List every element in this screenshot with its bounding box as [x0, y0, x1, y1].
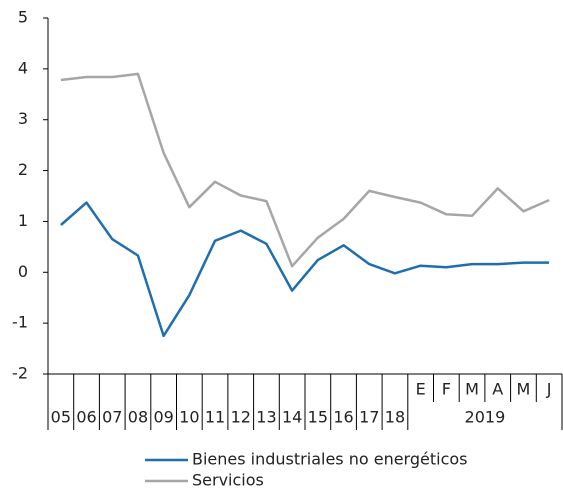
- series-line: [60, 201, 550, 338]
- x-tick-label: J: [546, 380, 552, 399]
- x-tick-label: 07: [102, 408, 122, 427]
- y-tick-label: 5: [18, 8, 28, 27]
- x-tick-label: 08: [128, 408, 148, 427]
- x-tick-label: 15: [308, 408, 328, 427]
- x-tick-label: 12: [231, 408, 251, 427]
- x-tick-label: 18: [385, 408, 405, 427]
- x-tick-label: A: [492, 380, 503, 399]
- y-tick-label: -2: [12, 364, 28, 383]
- x-tick-label: 13: [256, 408, 276, 427]
- y-tick-label: 2: [18, 160, 28, 179]
- x-tick-label: 09: [153, 408, 173, 427]
- x-tick-label: 10: [179, 408, 199, 427]
- x-tick-label: 16: [333, 408, 353, 427]
- y-tick-label: 1: [18, 211, 28, 230]
- x-tick-label: 14: [282, 408, 302, 427]
- x-tick-label: 06: [76, 408, 96, 427]
- x-tick-label: 11: [205, 408, 225, 427]
- series-line: [60, 72, 550, 268]
- y-tick-label: -1: [12, 313, 28, 332]
- x-tick-label: M: [517, 380, 531, 399]
- y-tick-label: 4: [18, 58, 28, 77]
- x-tick-label: 05: [51, 408, 71, 427]
- x-tick-label: E: [416, 380, 426, 399]
- x-tick-label: F: [442, 380, 451, 399]
- legend-label: Servicios: [192, 471, 264, 490]
- y-tick-label: 0: [18, 262, 28, 281]
- x-tick-label: 17: [359, 408, 379, 427]
- y-tick-label: 3: [18, 109, 28, 128]
- x-group-label: 2019: [465, 408, 506, 427]
- x-tick-label: M: [465, 380, 479, 399]
- legend-label: Bienes industriales no energéticos: [192, 450, 467, 469]
